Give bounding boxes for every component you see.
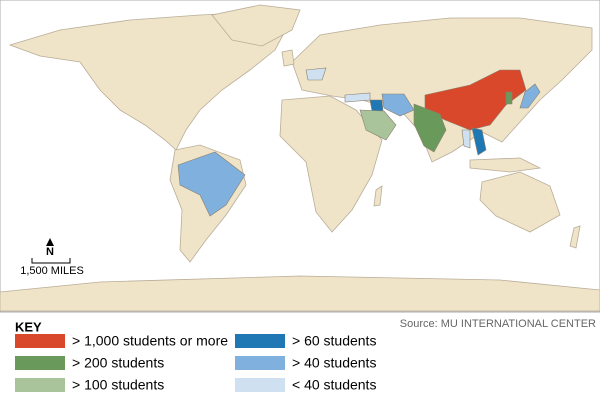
legend-swatch [15, 334, 65, 348]
greenland [211, 4, 301, 47]
uk [281, 49, 295, 67]
iran [381, 93, 415, 117]
korea [505, 91, 513, 105]
legend: > 1,000 students or more > 60 students > 2… [15, 333, 376, 393]
antarctica [0, 275, 600, 312]
turkey [344, 92, 371, 103]
indonesia [469, 157, 542, 173]
legend-label: > 1,000 students or more [72, 333, 228, 349]
vietnam [471, 127, 487, 156]
iraq [369, 99, 384, 112]
north-arrow [46, 238, 54, 246]
brazil [177, 151, 246, 217]
legend-swatch [235, 334, 285, 348]
legend-label: > 100 students [72, 377, 164, 393]
japan [519, 83, 541, 109]
legend-label: > 200 students [72, 355, 164, 371]
africa [279, 95, 383, 233]
india [413, 103, 447, 153]
scandinavia [305, 67, 327, 81]
north-america [8, 11, 291, 151]
legend-label: > 40 students [292, 355, 376, 371]
scale-bar [31, 258, 71, 264]
compass-label: N [46, 246, 54, 258]
thailand [461, 129, 471, 149]
new-zealand [569, 225, 581, 249]
saudi-arabia [359, 109, 397, 141]
australia [479, 171, 561, 233]
scale-label: 1,500 MILES [20, 265, 84, 277]
legend-swatch [235, 378, 285, 392]
eurasia [291, 17, 593, 163]
legend-swatch [235, 356, 285, 370]
legend-swatch [15, 378, 65, 392]
world-map: N 1,500 MILES [0, 0, 600, 313]
key-title: KEY [15, 319, 42, 334]
source: Source: MU INTERNATIONAL CENTER [400, 318, 596, 330]
legend-swatch [15, 356, 65, 370]
legend-label: > 60 students [292, 333, 376, 349]
madagascar [373, 185, 383, 207]
legend-label: < 40 students [292, 377, 376, 393]
